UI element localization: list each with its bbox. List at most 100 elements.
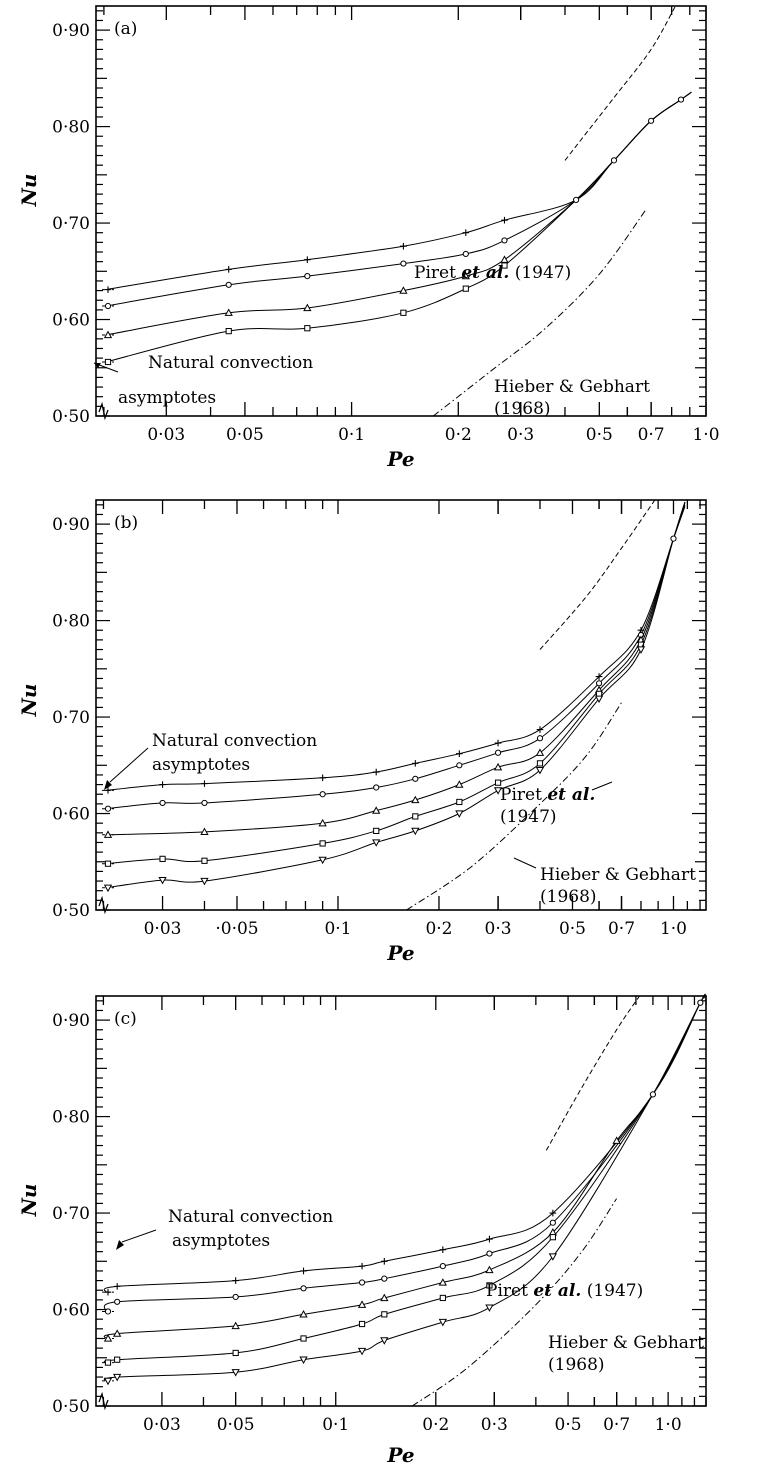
x-tick-label: 1·0 <box>660 919 687 939</box>
data-point <box>636 646 646 654</box>
data-point <box>159 799 166 807</box>
piret-et-al: et al. <box>461 263 509 283</box>
data-point <box>549 1219 556 1226</box>
data-point <box>501 262 508 269</box>
x-tick-label: 0·5 <box>559 919 586 939</box>
data-point <box>225 281 232 288</box>
arrow-line <box>591 781 613 791</box>
data-point <box>494 779 502 786</box>
x-tick-label: 0·03 <box>144 919 182 939</box>
data-point <box>372 839 381 847</box>
data-point <box>200 877 209 886</box>
hieber-curve <box>406 702 622 911</box>
data-point <box>303 303 312 312</box>
piret-name: Piret <box>486 1281 533 1301</box>
data-point <box>400 260 407 267</box>
data-point <box>439 1246 447 1254</box>
x-tick-label: 0·2 <box>425 919 452 939</box>
x-tick-label: 0·03 <box>147 425 185 445</box>
data-point <box>411 795 420 804</box>
x-tick-label: 0·2 <box>422 1415 449 1435</box>
axis-break-mark <box>98 895 109 915</box>
data-point <box>486 1235 493 1243</box>
data-point <box>113 1283 121 1290</box>
data-point <box>104 805 112 812</box>
data-point <box>200 827 209 835</box>
data-point <box>548 1253 558 1261</box>
x-tick-label: 0·3 <box>485 919 512 939</box>
x-tick-label: 0·1 <box>324 919 351 939</box>
data-point <box>104 1288 112 1296</box>
data-point <box>485 1304 494 1312</box>
y-axis-title: Nu <box>17 1184 41 1218</box>
asymptotes-label: asymptotes <box>152 755 250 775</box>
asymptotes-label: asymptotes <box>118 388 216 408</box>
data-point <box>381 1257 388 1265</box>
piret-curve <box>545 995 640 1151</box>
data-point <box>372 768 380 776</box>
x-tick-label: 0·05 <box>226 425 264 445</box>
data-point <box>159 855 166 862</box>
data-point <box>455 810 464 818</box>
data-point <box>113 1329 122 1337</box>
data-point <box>501 237 508 244</box>
piret-year: (1947) <box>509 263 571 283</box>
data-point <box>493 762 503 771</box>
data-point <box>438 1278 447 1286</box>
natural-convection-label: Natural convection <box>148 353 313 373</box>
hieber-label: Hieber & Gebhart <box>494 377 650 397</box>
data-point <box>114 1298 121 1305</box>
x-tick-label: 0·1 <box>338 425 365 445</box>
data-point <box>159 781 166 788</box>
hieber-curve <box>432 208 648 417</box>
data-point <box>485 1265 494 1274</box>
data-point <box>494 739 502 747</box>
data-point <box>438 1318 447 1327</box>
piret-label: Piret et al. <box>500 785 595 805</box>
data-point <box>697 999 704 1006</box>
y-tick-label: 0·80 <box>52 1108 90 1128</box>
data-point <box>373 784 380 791</box>
data-point <box>462 229 470 237</box>
piret-label: Piret et al. (1947) <box>414 263 571 283</box>
data-point <box>412 775 419 782</box>
data-point <box>456 750 463 758</box>
y-tick-label: 0·60 <box>52 1301 90 1321</box>
data-point <box>549 1209 557 1217</box>
data-point <box>201 857 208 864</box>
data-point <box>300 1285 307 1292</box>
data-point <box>381 1311 388 1318</box>
arrow-head <box>104 780 112 790</box>
arrow-line <box>109 747 149 783</box>
data-point <box>399 286 408 294</box>
x-tick-label: 0·3 <box>507 425 534 445</box>
data-point <box>113 1373 122 1382</box>
data-point <box>114 1356 121 1363</box>
y-tick-label: 0·50 <box>52 407 90 427</box>
piret-name: Piret <box>500 785 547 805</box>
x-tick-label: 0·3 <box>481 1415 508 1435</box>
data-point <box>104 860 112 867</box>
y-tick-label: 0·90 <box>52 1011 90 1031</box>
x-tick-label: 0·03 <box>143 1415 181 1435</box>
data-point <box>594 695 604 704</box>
data-point <box>104 1308 112 1315</box>
data-point <box>649 1091 657 1098</box>
data-point <box>411 827 420 836</box>
data-point <box>493 787 503 795</box>
piret-et-al: et al. <box>533 1281 581 1301</box>
hieber-year-label: (1968) <box>540 887 597 907</box>
y-tick-label: 0·70 <box>52 708 90 728</box>
data-point <box>104 358 112 366</box>
y-tick-label: 0·90 <box>52 21 90 41</box>
series-line <box>103 993 706 1364</box>
piret-et-al: et al. <box>547 785 595 805</box>
data-point <box>357 1347 367 1356</box>
data-point <box>358 1279 366 1286</box>
data-point <box>573 196 580 204</box>
data-point <box>231 1321 240 1330</box>
data-point <box>501 216 508 224</box>
data-point <box>358 1320 366 1328</box>
data-point <box>231 1369 240 1377</box>
y-axis-title: Nu <box>17 684 41 718</box>
